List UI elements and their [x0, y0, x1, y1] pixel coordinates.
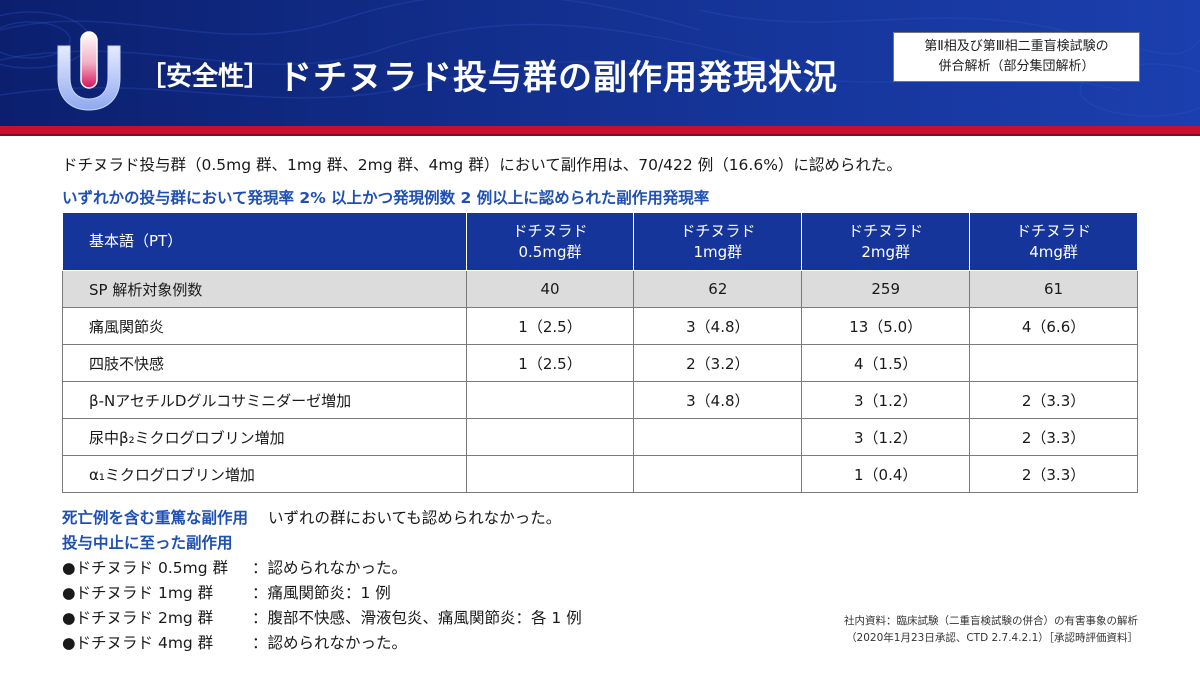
table-heading: いずれかの投与群において発現率 2% 以上かつ発現例数 2 例以上に認められた副…: [62, 189, 710, 207]
list-item: ●ドチヌラド 0.5mg 群 ：認められなかった。: [62, 556, 582, 581]
list-item-text: ：痛風関節炎：1 例: [252, 584, 391, 602]
table-cell: 3（1.2）: [801, 418, 971, 456]
table-cell: 1（0.4）: [801, 455, 971, 493]
table-cell: 4（6.6）: [969, 307, 1138, 345]
header-banner: ［安全性］ ドチヌラド投与群の副作用発現状況 第Ⅱ相及び第Ⅲ相二重盲検試験の 併合…: [0, 0, 1200, 126]
list-item: ●ドチヌラド 4mg 群 ：認められなかった。: [62, 631, 582, 656]
capsule-u-logo: [57, 31, 121, 111]
term-cell: 四肢不快感: [62, 344, 467, 382]
notes-section: 死亡例を含む重篤な副作用 いずれの群においても認められなかった。 投与中止に至った…: [62, 506, 582, 656]
list-item: ●ドチヌラド 1mg 群 ：痛風関節炎：1 例: [62, 581, 582, 606]
group-name: ドチヌラド: [848, 221, 924, 240]
table-cell: [465, 418, 635, 456]
serious-reactions-row: 死亡例を含む重篤な副作用 いずれの群においても認められなかった。: [62, 506, 582, 531]
group-name: ドチヌラド: [512, 221, 588, 240]
header-dark-stripe: [0, 134, 1200, 136]
list-item-group: ●ドチヌラド 1mg 群: [62, 584, 214, 602]
table-cell: 62: [633, 270, 803, 308]
term-cell: 尿中β₂ミクログロブリン増加: [62, 418, 467, 456]
discontinuation-label: 投与中止に至った副作用: [62, 534, 233, 552]
list-item-group: ●ドチヌラド 4mg 群: [62, 634, 214, 652]
table-cell: 1（2.5）: [465, 344, 635, 382]
table-cell: 2（3.3）: [969, 455, 1138, 493]
list-item-group: ●ドチヌラド 2mg 群: [62, 609, 214, 627]
table-cell: 4（1.5）: [801, 344, 971, 382]
table-row: β-NアセチルDグルコサミニダーゼ増加 3（4.8） 3（1.2） 2（3.3）: [62, 381, 1138, 419]
term-cell: α₁ミクログロブリン増加: [62, 455, 467, 493]
table-row: 痛風関節炎 1（2.5） 3（4.8） 13（5.0） 4（6.6）: [62, 307, 1138, 345]
table-cell: [465, 455, 635, 493]
table-cell: 2（3.3）: [969, 418, 1138, 456]
serious-reactions-text: いずれの群においても認められなかった。: [268, 509, 562, 527]
source-line1: 社内資料：臨床試験（二重盲検試験の併合）の有害事象の解析: [844, 615, 1138, 627]
table-cell: 13（5.0）: [801, 307, 971, 345]
table-row: 四肢不快感 1（2.5） 2（3.2） 4（1.5）: [62, 344, 1138, 382]
adverse-reaction-table: 基本語（PT） ドチヌラド 0.5mg群 ドチヌラド 1mg群 ドチヌラド 2mg群 …: [62, 212, 1138, 493]
table-cell: 2（3.2）: [633, 344, 803, 382]
group-dose: 0.5mg群: [518, 242, 582, 261]
table-cell: 259: [801, 270, 971, 308]
header-group-1mg: ドチヌラド 1mg群: [633, 212, 803, 271]
table-cell: 3（1.2）: [801, 381, 971, 419]
table-row: 尿中β₂ミクログロブリン増加 3（1.2） 2（3.3）: [62, 418, 1138, 456]
table-cell: [633, 455, 803, 493]
list-item-text: ：認められなかった。: [252, 559, 408, 577]
study-label-line1: 第Ⅱ相及び第Ⅲ相二重盲検試験の: [924, 39, 1109, 54]
group-dose: 4mg群: [1029, 242, 1078, 261]
intro-text: ドチヌラド投与群（0.5mg 群、1mg 群、2mg 群、4mg 群）において副…: [62, 156, 902, 174]
table-cell: 3（4.8）: [633, 381, 803, 419]
header-group-2mg: ドチヌラド 2mg群: [801, 212, 971, 271]
table-cell: [969, 344, 1138, 382]
source-citation: 社内資料：臨床試験（二重盲検試験の併合）の有害事象の解析 （2020年1月23日…: [844, 613, 1138, 647]
list-item: ●ドチヌラド 2mg 群 ：腹部不快感、滑液包炎、痛風関節炎：各 1 例: [62, 606, 582, 631]
list-item-text: ：腹部不快感、滑液包炎、痛風関節炎：各 1 例: [252, 609, 582, 627]
table-cell: [633, 418, 803, 456]
table-header-row: 基本語（PT） ドチヌラド 0.5mg群 ドチヌラド 1mg群 ドチヌラド 2mg群 …: [62, 212, 1138, 271]
study-label-line2: 併合解析（部分集団解析）: [938, 59, 1095, 74]
group-dose: 1mg群: [693, 242, 743, 261]
list-item-text: ：認められなかった。: [252, 634, 408, 652]
source-line2: （2020年1月23日承認、CTD 2.7.4.2.1）［承認時評価資料］: [846, 632, 1138, 644]
study-label-box: 第Ⅱ相及び第Ⅲ相二重盲検試験の 併合解析（部分集団解析）: [893, 32, 1140, 82]
term-cell: 痛風関節炎: [62, 307, 467, 345]
header-preferred-term: 基本語（PT）: [62, 212, 467, 271]
title-prefix: ［安全性］: [140, 62, 271, 92]
list-item-group: ●ドチヌラド 0.5mg 群: [62, 559, 228, 577]
table-cell: [465, 381, 635, 419]
table-cell: 61: [969, 270, 1138, 308]
group-name: ドチヌラド: [1016, 221, 1092, 240]
table-cell: 2（3.3）: [969, 381, 1138, 419]
title-main: ドチヌラド投与群の副作用発現状況: [278, 58, 839, 98]
group-name: ドチヌラド: [680, 221, 756, 240]
header-red-stripe: [0, 126, 1200, 134]
group-dose: 2mg群: [861, 242, 911, 261]
table-cell: 1（2.5）: [465, 307, 635, 345]
page-title: ［安全性］ ドチヌラド投与群の副作用発現状況: [140, 50, 838, 99]
serious-reactions-label: 死亡例を含む重篤な副作用: [62, 509, 249, 527]
sp-analysis-row: SP 解析対象例数 40 62 259 61: [62, 270, 1138, 308]
term-cell: β-NアセチルDグルコサミニダーゼ増加: [62, 381, 467, 419]
table-cell: 40: [465, 270, 635, 308]
sp-label: SP 解析対象例数: [62, 270, 467, 308]
header-group-4mg: ドチヌラド 4mg群: [969, 212, 1138, 271]
table-row: α₁ミクログロブリン増加 1（0.4） 2（3.3）: [62, 455, 1138, 493]
header-group-0-5mg: ドチヌラド 0.5mg群: [465, 212, 635, 271]
table-cell: 3（4.8）: [633, 307, 803, 345]
